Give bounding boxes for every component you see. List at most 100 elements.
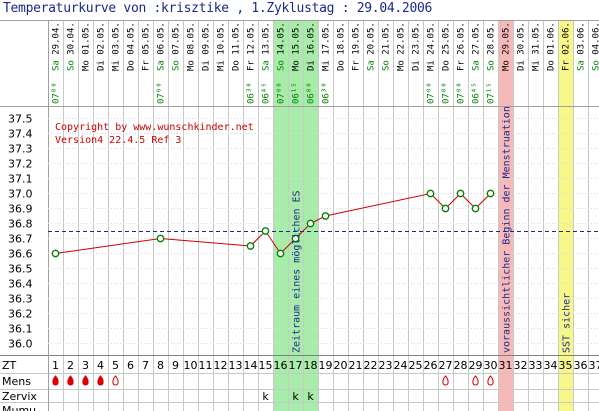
date-label: Mi 10.05.	[217, 22, 227, 71]
temperature-point	[51, 249, 60, 258]
copyright-text: Copyright by www.wunschkinder.net	[55, 122, 254, 133]
temperature-point	[426, 189, 435, 198]
mens-drop-outline-icon	[112, 375, 119, 386]
y-tick-label: 37.1	[8, 173, 33, 186]
zt-value: 29	[469, 359, 483, 372]
fertile-window-label: Zeitraum eines möglichen ES	[292, 190, 303, 353]
zt-value: 24	[394, 359, 408, 372]
date-label: Mo 08.05.	[187, 22, 197, 71]
mens-drop-outline-icon	[472, 375, 479, 386]
zt-value: 37	[589, 359, 599, 372]
y-tick-label: 37.2	[8, 158, 33, 171]
date-label: Fr 19.05.	[352, 22, 362, 71]
date-label: Do 25.05.	[442, 22, 452, 71]
date-label: So 07.05.	[172, 22, 182, 71]
date-label: So 21.05.	[382, 22, 392, 71]
time-label: 07⁰⁰	[157, 82, 167, 104]
y-tick-label: 37.0	[8, 188, 33, 201]
temperature-point	[456, 189, 465, 198]
data-marks-layer: Zeitraum eines möglichen ES voraussichtli…	[51, 106, 573, 353]
temperature-point	[156, 234, 165, 243]
muttermund-row-label: Mumu	[2, 404, 36, 411]
date-label: So 28.05.	[487, 22, 497, 71]
y-tick-label: 36.2	[8, 308, 33, 321]
temperature-point	[486, 189, 495, 198]
temperature-point	[261, 227, 270, 235]
zt-value: 12	[214, 359, 228, 372]
date-label: Sa 29.04.	[52, 22, 62, 71]
mens-drop-filled-icon	[82, 375, 89, 386]
date-label: Do 01.06.	[547, 22, 557, 71]
date-label: Mi 31.05.	[532, 22, 542, 71]
date-label: Di 09.05.	[202, 22, 212, 71]
date-label: Mo 01.05.	[82, 22, 92, 71]
date-label: So 30.04.	[67, 22, 77, 71]
y-tick-label: 36.7	[8, 233, 33, 246]
zt-value: 1	[52, 359, 59, 372]
temperature-point	[276, 249, 285, 258]
temperature-point	[321, 212, 330, 220]
zt-value: 9	[172, 359, 179, 372]
time-label: 06⁴⁵	[262, 82, 272, 104]
zt-value: 27	[439, 359, 453, 372]
zt-value: 16	[274, 359, 288, 372]
date-label: Mo 15.05.	[292, 22, 302, 71]
time-label: 07⁰⁰	[457, 82, 467, 104]
zt-value: 10	[184, 359, 198, 372]
date-label: Sa 13.05.	[262, 22, 272, 71]
zt-value: 21	[349, 359, 363, 372]
temperature-point	[291, 234, 300, 243]
zt-value: 36	[574, 359, 588, 372]
date-label: Fr 02.06.	[562, 22, 572, 71]
fertile-window-band	[273, 20, 318, 411]
y-tick-label: 36.5	[8, 263, 33, 276]
time-label: 07⁰⁰	[442, 82, 452, 104]
zervix-value: k	[307, 390, 314, 403]
zervix-row-label: Zervix	[2, 390, 37, 403]
zt-value: 18	[304, 359, 318, 372]
date-label: Do 18.05.	[337, 22, 347, 71]
date-label: Fr 26.05.	[457, 22, 467, 71]
menstruation-label: voraussichtlicher Beginn der Menstruatio…	[502, 106, 513, 353]
date-label: So 14.05.	[277, 22, 287, 71]
zt-value: 6	[127, 359, 134, 372]
date-label: Mo 22.05.	[397, 22, 407, 71]
zt-value: 25	[409, 359, 423, 372]
mens-drop-filled-icon	[67, 375, 74, 386]
zervix-value: k	[292, 390, 299, 403]
temperature-point	[246, 242, 255, 250]
time-label: 06¹⁵	[292, 82, 302, 104]
y-tick-label: 36.9	[8, 203, 33, 216]
y-tick-label: 36.8	[8, 218, 33, 231]
y-tick-label: 36.3	[8, 293, 33, 306]
zt-value: 31	[499, 359, 513, 372]
zt-value: 11	[199, 359, 213, 372]
version-text: Version4 22.4.5 Ref 3	[55, 135, 181, 146]
temperature-point	[441, 204, 450, 213]
date-label: Di 02.05.	[97, 22, 107, 71]
chart-title: Temperaturkurve von :krisztike , 1.Zyklu…	[3, 1, 433, 16]
zt-value: 17	[289, 359, 303, 372]
mens-drop-filled-icon	[52, 375, 59, 386]
date-header-layer: Sa 29.04. 07⁰⁰ So 30.04. Mo 01.05. Di 02.05.…	[52, 22, 599, 104]
zt-value: 5	[112, 359, 119, 372]
date-label: Di 30.05.	[517, 22, 527, 71]
date-label: Sa 06.05.	[157, 22, 167, 71]
time-label: 06⁰⁰	[307, 82, 317, 104]
y-tick-label: 37.4	[8, 128, 33, 141]
y-tick-label: 36.1	[8, 323, 33, 336]
zt-value: 35	[559, 359, 573, 372]
bands-layer	[273, 20, 573, 411]
zt-value: 30	[484, 359, 498, 372]
y-tick-label: 37.3	[8, 143, 33, 156]
time-label: 06³⁰	[247, 82, 257, 104]
time-label: 07⁰⁰	[427, 82, 437, 104]
overlay-text-layer: Copyright by www.wunschkinder.net Versio…	[55, 122, 254, 146]
zt-value: 23	[379, 359, 393, 372]
zt-value: 2	[67, 359, 74, 372]
date-label: Mi 24.05.	[427, 22, 437, 71]
zt-value: 13	[229, 359, 243, 372]
time-label: 06³⁰	[322, 82, 332, 104]
